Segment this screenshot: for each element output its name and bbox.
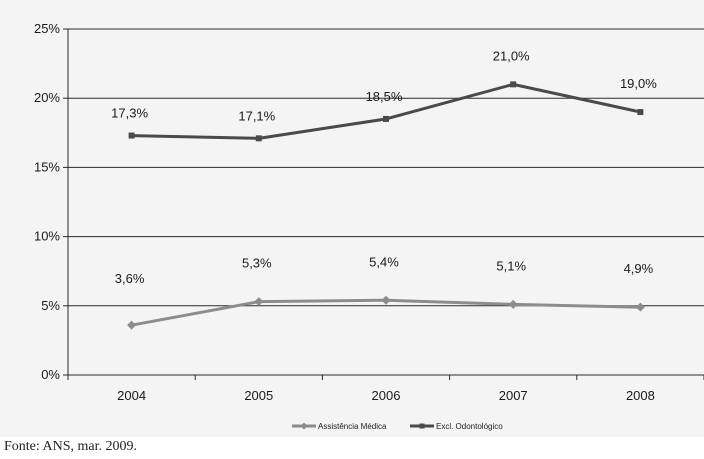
data-label: 17,3% (111, 106, 148, 121)
series-point-1 (510, 81, 517, 88)
series-point-0 (508, 299, 518, 309)
data-label: 5,3% (242, 256, 272, 271)
legend-label: Excl. Odontológico (436, 422, 503, 431)
legend-marker-0 (300, 422, 308, 430)
series-point-0 (254, 297, 264, 307)
x-tick-label: 2007 (499, 388, 528, 403)
series-point-0 (635, 302, 645, 312)
series-point-1 (383, 115, 389, 122)
series-point-1 (637, 109, 644, 116)
series-point-0 (127, 320, 137, 330)
data-label: 5,4% (369, 254, 399, 269)
series-point-1 (255, 135, 262, 142)
y-tick-label: 10% (34, 229, 60, 244)
axes: 0% 5% 10% 15% 20% 25% 2004 2005 2006 2007 2008 (34, 21, 704, 403)
data-label: 5,1% (496, 258, 526, 273)
data-label: 3,6% (115, 271, 145, 286)
data-label: 18,5% (366, 89, 403, 104)
series-point-1 (128, 132, 135, 139)
chart-panel: 0% 5% 10% 15% 20% 25% 2004 2005 2006 2007 2008 3,6… (0, 0, 704, 437)
y-tick-label: 20% (34, 90, 60, 105)
y-tick-label: 0% (41, 367, 60, 382)
y-tick-label: 5% (41, 298, 60, 313)
data-label: 17,1% (238, 108, 275, 123)
source-note: Fonte: ANS, mar. 2009. (4, 439, 138, 454)
series-lines (127, 81, 645, 330)
data-label: 19,0% (620, 76, 657, 91)
line-chart: 0% 5% 10% 15% 20% 25% 2004 2005 2006 2007 2008 3,6… (34, 21, 704, 431)
y-tick-label: 15% (34, 159, 60, 174)
x-tick-label: 2008 (626, 388, 655, 403)
y-tick-label: 25% (34, 21, 60, 36)
legend: Assistência Médica Excl. Odontológico (292, 422, 503, 431)
x-tick-label: 2004 (117, 388, 146, 403)
legend-marker-1 (419, 423, 425, 429)
series-point-0 (381, 295, 391, 305)
data-label: 4,9% (624, 261, 654, 276)
x-tick-label: 2005 (244, 388, 273, 403)
x-tick-label: 2006 (372, 388, 401, 403)
data-label: 21,0% (493, 48, 530, 63)
legend-label: Assistência Médica (318, 422, 387, 431)
data-labels: 3,6% 5,3% 5,4% 5,1% 4,9% 17,3% 17,1% 18,5% 21,0%… (111, 48, 657, 286)
